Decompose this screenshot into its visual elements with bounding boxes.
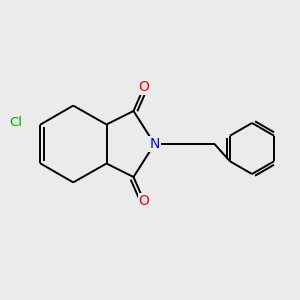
Text: N: N bbox=[149, 137, 160, 151]
Text: O: O bbox=[139, 80, 149, 94]
Text: O: O bbox=[139, 194, 149, 208]
Text: Cl: Cl bbox=[10, 116, 22, 129]
